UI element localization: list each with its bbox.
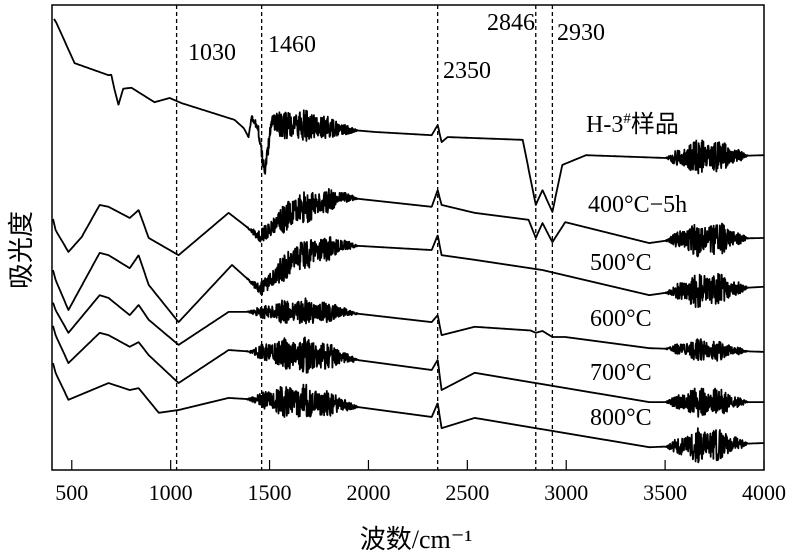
x-tick-label: 4000 xyxy=(742,480,786,505)
spectrum-700°C xyxy=(52,325,765,418)
series-label-500c: 500°C xyxy=(590,250,652,276)
series-label-700c: 700°C xyxy=(590,360,652,386)
reference-lines xyxy=(175,5,554,470)
label-part: H-3 xyxy=(586,112,623,138)
annotation-2846: 2846 xyxy=(487,10,535,36)
x-tick-label: 500 xyxy=(55,480,88,505)
spectrum-500°C xyxy=(52,234,765,323)
label-superscript: # xyxy=(623,111,631,127)
x-axis: 500 1000 1500 2000 2500 3000 3500 4000 xyxy=(55,460,786,505)
annotation-2350: 2350 xyxy=(443,58,491,84)
spectra xyxy=(52,18,765,464)
x-tick-label: 2000 xyxy=(346,480,390,505)
x-axis-title: 波数/cm⁻¹ xyxy=(360,525,473,554)
x-tick-label: 1500 xyxy=(248,480,292,505)
spectrum-400°C−5h xyxy=(52,188,765,258)
plot-frame xyxy=(51,4,765,471)
series-label-600c: 600°C xyxy=(590,306,652,332)
x-tick-label: 3500 xyxy=(643,480,687,505)
annotation-1030: 1030 xyxy=(188,40,236,66)
x-tick-label: 1000 xyxy=(149,480,193,505)
annotation-1460: 1460 xyxy=(268,32,316,58)
spectrum-600°C xyxy=(52,294,765,362)
spectrum-800°C xyxy=(52,362,765,464)
spectrum-H-3#样品 xyxy=(53,18,765,213)
series-label-400c-5h: 400°C−5h xyxy=(588,192,687,218)
x-tick-label: 3000 xyxy=(544,480,588,505)
y-axis-title: 吸光度 xyxy=(7,211,36,289)
series-label-h3: H-3#样品 xyxy=(586,111,679,138)
series-label-800c: 800°C xyxy=(590,405,652,431)
x-tick-label: 2500 xyxy=(445,480,489,505)
annotation-2930: 2930 xyxy=(557,20,605,46)
label-part: 样品 xyxy=(631,111,679,138)
